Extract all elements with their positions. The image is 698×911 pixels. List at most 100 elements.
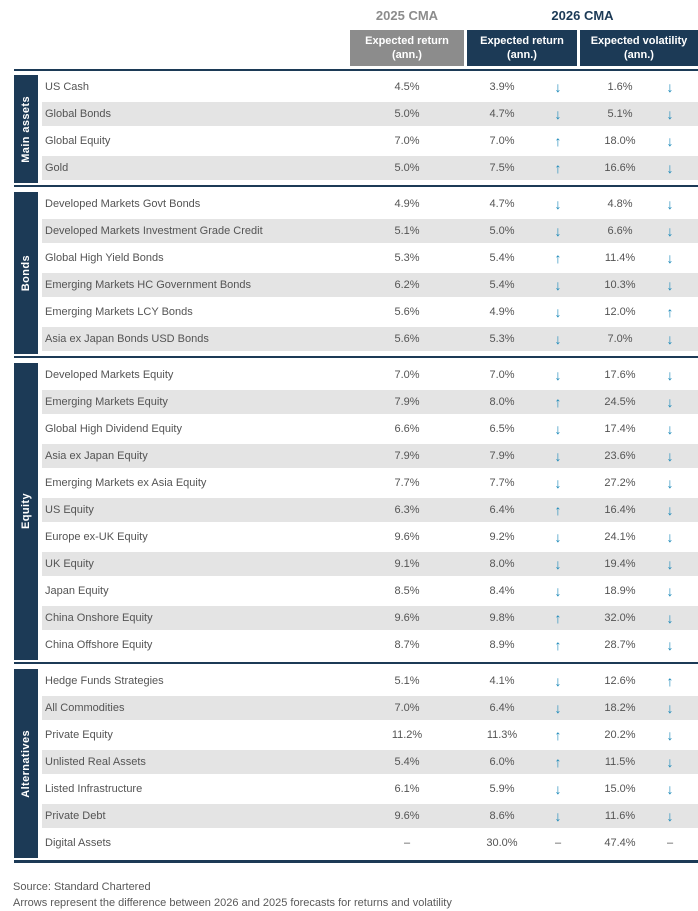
ret-2026-value: 11.3%: [486, 729, 518, 741]
header-rule: [14, 69, 698, 71]
vol-change-arrow-icon: ↓: [666, 727, 674, 743]
table-row: Japan Equity 8.5% 8.4% ↓ 18.9% ↓: [42, 579, 698, 603]
ret-2026-value: 5.4%: [489, 252, 515, 264]
table-row: Global Equity 7.0% 7.0% ↑ 18.0% ↓: [42, 129, 698, 153]
asset-name: US Equity: [45, 504, 94, 516]
ret-change-arrow-icon: ↑: [554, 133, 562, 149]
asset-section: Main assets US Cash 4.5% 3.9% ↓ 1.6% ↓ G…: [14, 75, 698, 183]
ret-change-arrow-icon: ↑: [554, 394, 562, 410]
vol-2026-value: 20.2%: [604, 729, 636, 741]
section-rows: Developed Markets Govt Bonds 4.9% 4.7% ↓…: [42, 192, 698, 354]
section-rows: Developed Markets Equity 7.0% 7.0% ↓ 17.…: [42, 363, 698, 660]
ret-change-arrow-icon: ↓: [554, 196, 562, 212]
vol-change-arrow-icon: ↓: [666, 556, 674, 572]
table-row: Global High Yield Bonds 5.3% 5.4% ↑ 11.4…: [42, 246, 698, 270]
ret-2026-value: 9.8%: [489, 612, 515, 624]
vol-change-arrow-icon: ↓: [666, 277, 674, 293]
table-row: Hedge Funds Strategies 5.1% 4.1% ↓ 12.6%…: [42, 669, 698, 693]
vol-2026-value: 17.6%: [604, 369, 636, 381]
vol-2026-value: 24.1%: [604, 531, 636, 543]
vol-2026-value: 4.8%: [607, 198, 633, 210]
vol-2026-value: 1.6%: [607, 81, 633, 93]
ret-2026-value: 4.7%: [489, 198, 515, 210]
table-row: UK Equity 9.1% 8.0% ↓ 19.4% ↓: [42, 552, 698, 576]
table-row: Listed Infrastructure 6.1% 5.9% ↓ 15.0% …: [42, 777, 698, 801]
column-group-titles: 2025 CMA 2026 CMA: [0, 0, 698, 30]
ret-2025-value: 7.7%: [394, 477, 420, 489]
ret-2026-value: 30.0%: [486, 837, 518, 849]
vol-2026-value: 7.0%: [607, 333, 633, 345]
asset-name: Global High Dividend Equity: [45, 423, 182, 435]
ret-change-arrow-icon: ↑: [554, 502, 562, 518]
asset-name: Private Equity: [45, 729, 113, 741]
section-label: Alternatives: [20, 729, 32, 798]
vol-change-arrow-icon: ↓: [666, 394, 674, 410]
vol-2026-value: 16.6%: [604, 162, 636, 174]
ret-2025-value: 5.3%: [394, 252, 420, 264]
table-row: All Commodities 7.0% 6.4% ↓ 18.2% ↓: [42, 696, 698, 720]
ret-2025-value: 5.6%: [394, 333, 420, 345]
ret-2025-value: 9.6%: [394, 612, 420, 624]
asset-name: Developed Markets Investment Grade Credi…: [45, 225, 263, 237]
table-row: China Offshore Equity 8.7% 8.9% ↑ 28.7% …: [42, 633, 698, 657]
asset-name: Asia ex Japan Equity: [45, 450, 148, 462]
section-divider: [14, 662, 698, 664]
vol-2026-value: 32.0%: [604, 612, 636, 624]
ret-change-arrow-icon: ↓: [554, 781, 562, 797]
vol-2026-value: 12.6%: [604, 675, 636, 687]
section-label: Bonds: [20, 254, 32, 292]
asset-name: Private Debt: [45, 810, 106, 822]
header-2025-expected-return: Expected return (ann.): [350, 30, 464, 66]
ret-2025-value: 8.7%: [394, 639, 420, 651]
vol-change-arrow-icon: ↓: [666, 637, 674, 653]
header-2026-expected-volatility: Expected volatility (ann.): [580, 30, 698, 66]
footnotes: Source: Standard Chartered Arrows repres…: [13, 879, 698, 911]
asset-section: Equity Developed Markets Equity 7.0% 7.0…: [14, 363, 698, 660]
ret-2026-value: 8.0%: [489, 396, 515, 408]
ret-2025-value: 9.6%: [394, 810, 420, 822]
vol-change-arrow-icon: ↓: [666, 223, 674, 239]
ret-2025-value: 5.0%: [394, 162, 420, 174]
vol-2026-value: 47.4%: [604, 837, 636, 849]
section-sidebar: Bonds: [14, 192, 38, 354]
vol-change-arrow-icon: ↓: [666, 808, 674, 824]
source-note: Source: Standard Chartered: [13, 881, 151, 893]
vol-change-arrow-icon: ↓: [666, 583, 674, 599]
vol-2026-value: 11.5%: [604, 756, 636, 768]
ret-2026-value: 7.0%: [489, 369, 515, 381]
ret-2026-value: 8.9%: [489, 639, 515, 651]
ret-change-arrow-icon: ↑: [554, 637, 562, 653]
ret-change-arrow-icon: ↓: [554, 556, 562, 572]
vol-2026-value: 23.6%: [604, 450, 636, 462]
vol-change-arrow-icon: ↑: [666, 304, 674, 320]
table-body: Main assets US Cash 4.5% 3.9% ↓ 1.6% ↓ G…: [0, 75, 698, 858]
ret-change-arrow-icon: ↓: [554, 331, 562, 347]
ret-change-arrow-icon: ↓: [554, 448, 562, 464]
vol-2026-value: 15.0%: [604, 783, 636, 795]
asset-name: Emerging Markets Equity: [45, 396, 168, 408]
ret-2025-value: 7.0%: [394, 702, 420, 714]
ret-change-arrow-icon: ↑: [554, 160, 562, 176]
asset-name: Europe ex-UK Equity: [45, 531, 148, 543]
ret-2026-value: 8.0%: [489, 558, 515, 570]
ret-2026-value: 5.4%: [489, 279, 515, 291]
table-row: Emerging Markets Equity 7.9% 8.0% ↑ 24.5…: [42, 390, 698, 414]
section-sidebar: Alternatives: [14, 669, 38, 858]
ret-2026-value: 7.9%: [489, 450, 515, 462]
ret-2025-value: 9.6%: [394, 531, 420, 543]
ret-2025-value: 4.5%: [394, 81, 420, 93]
ret-2026-value: 5.0%: [489, 225, 515, 237]
ret-2025-value: 5.6%: [394, 306, 420, 318]
ret-2025-value: 8.5%: [394, 585, 420, 597]
vol-2026-value: 6.6%: [607, 225, 633, 237]
vol-change-arrow-icon: ↓: [666, 106, 674, 122]
vol-2026-value: 18.9%: [604, 585, 636, 597]
ret-2026-value: 5.9%: [489, 783, 515, 795]
bottom-rule: [14, 860, 698, 863]
ret-2025-value: 7.0%: [394, 135, 420, 147]
vol-2026-value: 5.1%: [607, 108, 633, 120]
ret-change-arrow-icon: ↓: [554, 367, 562, 383]
ret-2026-value: 6.4%: [489, 702, 515, 714]
vol-2026-value: 27.2%: [604, 477, 636, 489]
vol-change-arrow-icon: ↓: [666, 448, 674, 464]
